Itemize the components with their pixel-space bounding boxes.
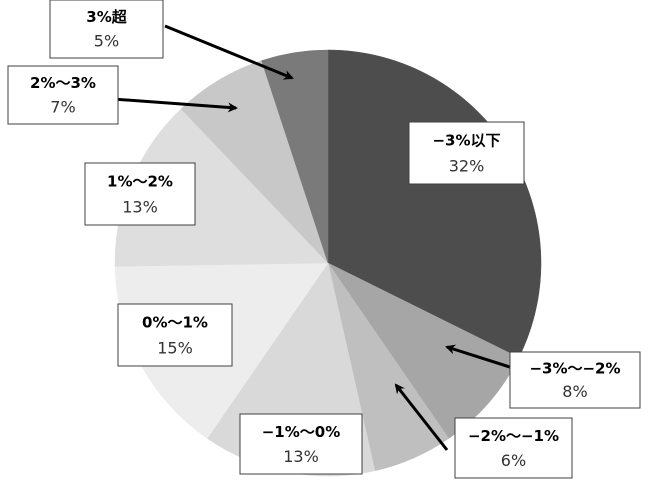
slice-value-label: 32% (449, 157, 485, 176)
slice-category-label: 2%～3% (30, 74, 96, 92)
slice-value-label: 13% (283, 447, 319, 466)
slice-label-4: −1%～0% 13% (239, 413, 363, 475)
label-box (7, 65, 119, 125)
slice-category-label: −2%～−1% (468, 427, 559, 445)
slice-value-label: 5% (94, 31, 119, 50)
slice-label-3: −2%～−1% 6% (454, 417, 573, 479)
slice-value-label: 8% (562, 382, 587, 401)
slice-category-label: −1%～0% (262, 423, 341, 441)
label-box (509, 351, 641, 409)
leader-arrow-3 (394, 383, 449, 451)
pie-slices (114, 49, 542, 477)
slice-label-1: −3%以下 32% (408, 121, 525, 185)
slice-labels: −3%以下 32% −3%～−2% 8% −2%～−1% 6% −1%～0% 13% 0%～1%… (7, 0, 641, 479)
slice-label-5: 0%～1% 15% (117, 303, 233, 367)
pie-slice-8 (261, 49, 329, 264)
label-box (239, 413, 363, 475)
label-box (408, 121, 525, 185)
label-box (117, 303, 233, 367)
slice-value-label: 13% (122, 198, 158, 217)
slice-label-8: 3%超5% (49, 0, 164, 59)
slice-value-label: 7% (50, 97, 75, 116)
slice-label-6: 1%～2% 13% (84, 162, 196, 226)
slice-category-label: −3%～−2% (529, 359, 620, 377)
slice-category-label: 0%～1% (142, 314, 208, 332)
slice-category-label: 3%超 (86, 8, 127, 26)
leader-arrow-8 (164, 24, 294, 80)
label-box (84, 162, 196, 226)
slice-category-label: 1%～2% (107, 173, 173, 191)
slice-label-2: −3%～−2% 8% (509, 351, 641, 409)
label-box (454, 417, 573, 479)
slice-value-label: 6% (501, 451, 526, 470)
slice-value-label: 15% (157, 339, 193, 358)
label-box (49, 0, 164, 59)
slice-category-label: −3%以下 (432, 132, 500, 150)
slice-label-7: 2%～3% 7% (7, 65, 119, 125)
